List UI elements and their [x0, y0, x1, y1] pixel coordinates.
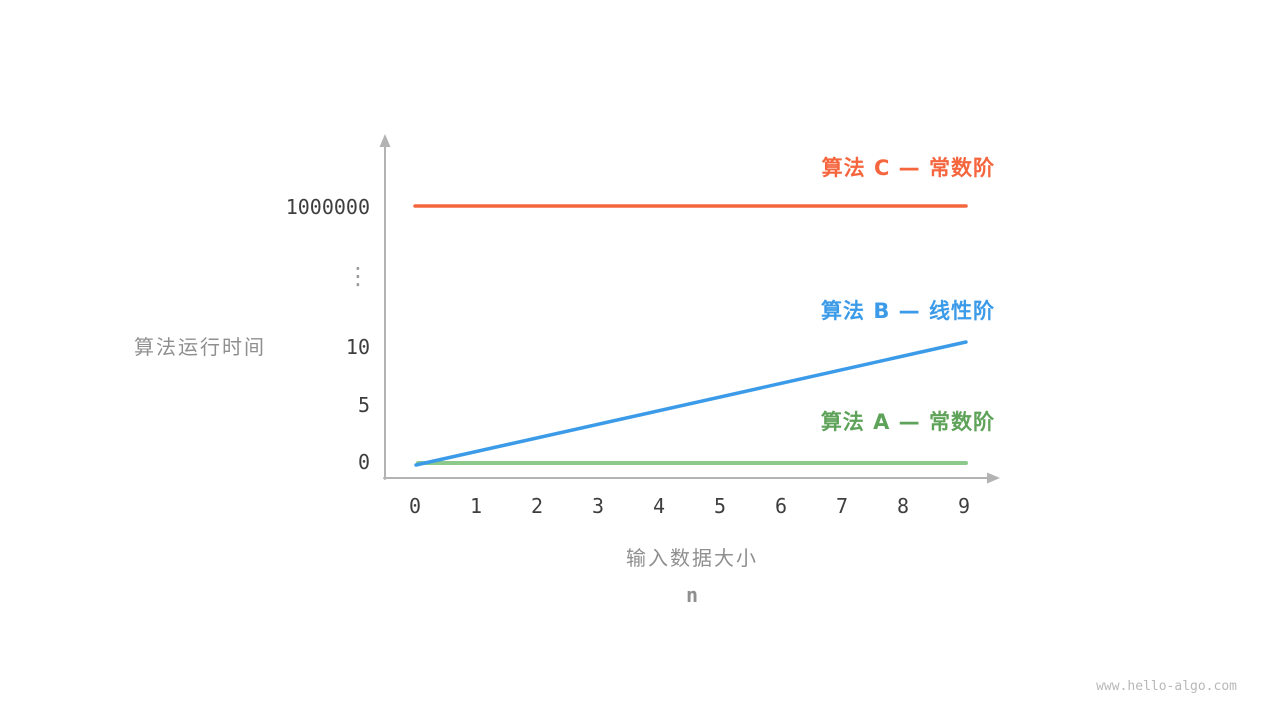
- x-axis-title: 输入数据大小: [626, 546, 758, 570]
- y-tick-5: 5: [357, 393, 370, 417]
- x-tick-2: 2: [530, 494, 544, 518]
- legend-algorithm-b: 算法 B — 线性阶: [821, 299, 995, 323]
- y-axis-title: 算法运行时间: [134, 335, 266, 359]
- x-tick-8: 8: [896, 494, 910, 518]
- y-tick-0: 0: [357, 450, 370, 474]
- y-axis-arrow-icon: [379, 134, 391, 147]
- x-tick-1: 1: [469, 494, 483, 518]
- y-axis-ellipsis: ⋮: [346, 262, 370, 290]
- watermark-url: www.hello-algo.com: [1096, 679, 1237, 694]
- x-tick-5: 5: [713, 494, 727, 518]
- y-tick-1000000: 1000000: [285, 195, 370, 219]
- legend-algorithm-a: 算法 A — 常数阶: [820, 410, 995, 434]
- x-tick-0: 0: [408, 494, 422, 518]
- legend-algorithm-c: 算法 C — 常数阶: [821, 156, 995, 180]
- x-axis-arrow-icon: [987, 472, 1000, 484]
- x-tick-4: 4: [652, 494, 666, 518]
- x-axis-variable-label: n: [685, 583, 699, 607]
- series-b-line: [414, 340, 968, 467]
- x-tick-6: 6: [774, 494, 788, 518]
- x-tick-3: 3: [591, 494, 605, 518]
- y-tick-10: 10: [345, 335, 370, 359]
- x-tick-9: 9: [957, 494, 971, 518]
- x-tick-7: 7: [835, 494, 849, 518]
